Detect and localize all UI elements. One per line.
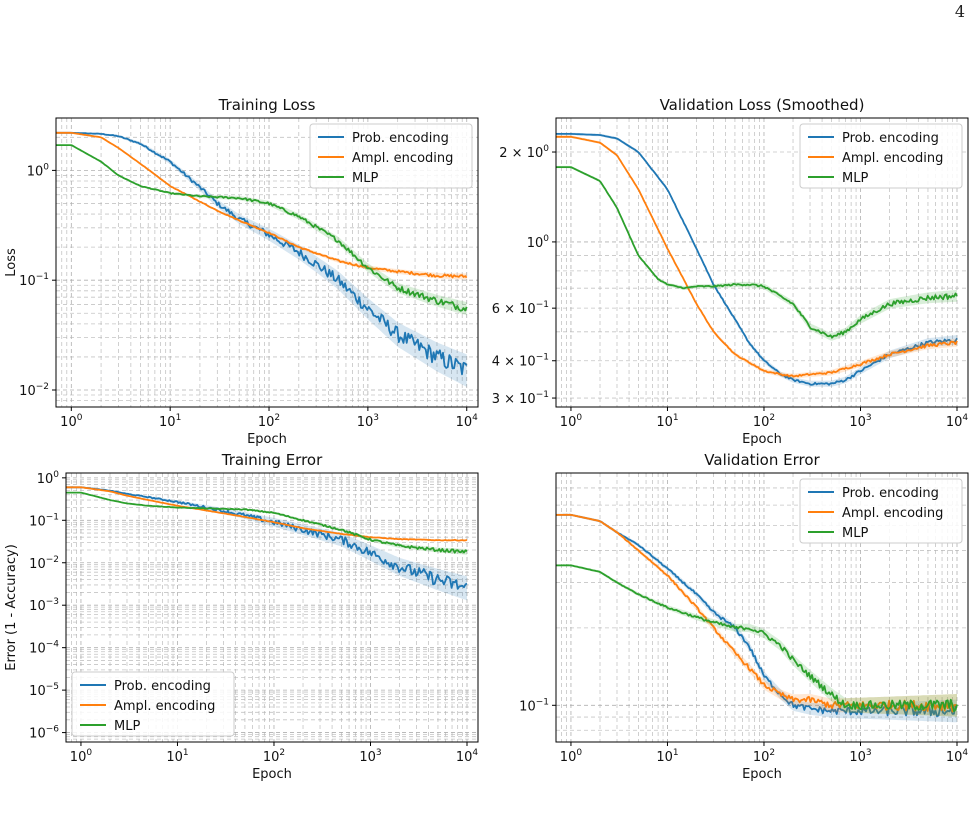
legend-label: MLP (114, 719, 140, 734)
x-tick-label: 100 (70, 748, 93, 765)
x-tick-label: 104 (946, 748, 969, 765)
x-tick-label: 101 (656, 748, 678, 765)
x-tick-label: 103 (359, 748, 381, 765)
y-tick-label: 3 × 10−1 (492, 390, 549, 407)
x-tick-label: 103 (357, 413, 379, 430)
x-tick-label: 100 (560, 748, 583, 765)
series-group (56, 131, 468, 387)
series-line-3 (56, 144, 468, 312)
x-tick-label: 102 (263, 748, 285, 765)
y-tick-label: 6 × 10−1 (492, 300, 549, 317)
series-line-2 (66, 486, 468, 542)
series-line-1 (556, 513, 958, 717)
y-tick-label: 10−5 (29, 682, 59, 699)
legend-box (309, 123, 473, 189)
legend: Prob. encoding Ampl. encoding MLP (309, 123, 473, 189)
x-axis-label: Epoch (742, 432, 782, 447)
chart-title: Training Loss (218, 96, 316, 114)
x-tick-label: 101 (166, 748, 188, 765)
legend: Prob. encoding Ampl. encoding MLP (799, 478, 963, 544)
legend-label: Ampl. encoding (352, 151, 453, 166)
chart-title: Validation Error (704, 451, 820, 469)
x-tick-label: 101 (159, 413, 181, 430)
legend-label: MLP (842, 171, 868, 186)
y-tick-label: 10−1 (19, 272, 49, 289)
series-group (66, 486, 468, 601)
y-axis-label: Error (1 - Accuracy) (4, 544, 19, 671)
series-line-3 (556, 166, 958, 339)
y-tick-label: 100 (27, 162, 50, 179)
legend: Prob. encoding Ampl. encoding MLP (799, 123, 963, 189)
y-tick-label: 10−2 (29, 555, 59, 572)
x-tick-label: 101 (656, 413, 678, 430)
axes-frame (555, 472, 969, 743)
y-tick-label: 10−3 (29, 597, 59, 614)
legend-label: MLP (352, 171, 378, 186)
legend-label: Prob. encoding (352, 131, 449, 146)
chart-panel-2: 100 101 102 103 104 2 × 100 100 6 × 10−1 4 × 10−… (492, 96, 969, 447)
y-tick-label: 100 (527, 234, 550, 251)
x-axis-label: Epoch (742, 767, 782, 782)
grid (66, 473, 478, 742)
x-tick-label: 100 (560, 413, 583, 430)
y-tick-label: 10−1 (519, 697, 549, 714)
legend-label: Ampl. encoding (842, 506, 943, 521)
x-tick-label: 104 (946, 413, 969, 430)
page-number: 4 (954, 2, 965, 21)
y-tick-label: 4 × 10−1 (492, 353, 549, 370)
legend-label: MLP (842, 526, 868, 541)
x-tick-label: 102 (753, 413, 775, 430)
legend-box (799, 478, 963, 544)
series-line-3 (556, 564, 958, 713)
series-band-2 (556, 513, 957, 717)
legend-label: Prob. encoding (842, 131, 939, 146)
legend: Prob. encoding Ampl. encoding MLP (71, 671, 235, 737)
series-group (556, 132, 958, 387)
x-tick-label: 104 (456, 413, 479, 430)
y-tick-label: 10−1 (29, 512, 59, 529)
legend-box (799, 123, 963, 189)
x-tick-label: 103 (849, 413, 871, 430)
x-tick-label: 102 (258, 413, 280, 430)
chart-title: Training Error (221, 451, 323, 469)
series-line-2 (556, 513, 958, 713)
y-tick-label: 10−6 (29, 725, 59, 742)
series-line-2 (556, 135, 958, 378)
x-tick-label: 100 (60, 413, 83, 430)
axes-frame (555, 117, 969, 408)
x-tick-label: 104 (456, 748, 479, 765)
series-line-2 (56, 131, 468, 279)
y-tick-label: 10−2 (19, 382, 49, 399)
series-band-1 (56, 132, 467, 387)
y-tick-label: 100 (37, 470, 60, 487)
legend-label: Prob. encoding (842, 486, 939, 501)
x-tick-label: 103 (849, 748, 871, 765)
legend-box (71, 671, 235, 737)
series-line-3 (66, 491, 468, 554)
legend-label: Prob. encoding (114, 679, 211, 694)
legend-label: Ampl. encoding (114, 699, 215, 714)
chart-panel-1: 100 101 102 103 104 10−2 10−1 100 Training Loss E… (4, 96, 479, 447)
x-tick-label: 102 (753, 748, 775, 765)
y-axis-label: Loss (4, 248, 19, 277)
chart-title: Validation Loss (Smoothed) (660, 96, 865, 114)
chart-panel-4: 100 101 102 103 104 10−1 Validation Error Epoch… (519, 451, 969, 782)
axes-frame (55, 117, 479, 408)
grid (556, 118, 968, 407)
chart-panel-3: 100 101 102 103 104 100 10−1 10−2 10−3 10−4 10−5 10… (4, 451, 479, 782)
y-tick-label: 10−4 (29, 640, 59, 657)
x-axis-label: Epoch (247, 432, 287, 447)
series-band-1 (556, 513, 957, 723)
x-axis-label: Epoch (252, 767, 292, 782)
axes-frame (65, 472, 479, 743)
series-group (556, 513, 958, 723)
legend-label: Ampl. encoding (842, 151, 943, 166)
series-band-3 (556, 165, 957, 341)
series-band-3 (556, 564, 957, 717)
y-tick-label: 2 × 100 (499, 144, 549, 161)
